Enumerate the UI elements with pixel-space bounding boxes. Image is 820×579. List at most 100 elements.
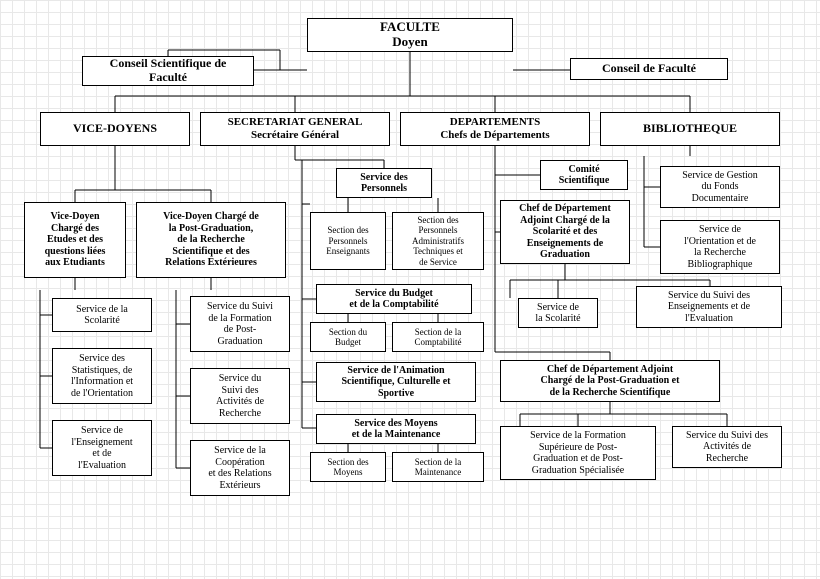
node-sec_pers_ens: Section desPersonnelsEnseignants	[310, 212, 386, 270]
node-depts-line: DEPARTEMENTS	[450, 116, 540, 129]
node-vice_doyens: VICE-DOYENS	[40, 112, 190, 146]
node-chef_grad-line: Adjoint Chargé de la	[520, 215, 610, 227]
node-vd_etud-line: Etudes et des	[47, 234, 103, 246]
node-vd_pg: Vice-Doyen Chargé dela Post-Graduation,d…	[136, 202, 286, 278]
node-chef_grad-line: Chef de Département	[519, 203, 611, 215]
node-sec_pers_ens-line: Section des	[327, 225, 368, 235]
node-svc_stats-line: Statistiques, de	[72, 365, 133, 377]
node-conseil_sci-line: Conseil Scientifique de	[110, 57, 227, 71]
node-svc_moyens-line: Service des Moyens	[354, 418, 437, 430]
node-svc_budget: Service du Budgetet de la Comptabilité	[316, 284, 472, 314]
node-d_svc_scol: Service dela Scolarité	[518, 298, 598, 328]
node-chef_grad-line: Enseignements de	[527, 238, 603, 250]
node-chef_pg-line: de la Recherche Scientifique	[550, 387, 671, 399]
node-b_orient-line: la Recherche	[694, 247, 746, 259]
node-conseil_sci-line: Faculté	[149, 71, 187, 85]
node-sec_pers_adm-line: Techniques et	[413, 246, 463, 256]
node-conseil_fac-line: Conseil de Faculté	[602, 62, 696, 76]
node-svc_act_rech-line: Activités de	[216, 396, 264, 408]
node-chef_pg-line: Chargé de la Post-Graduation et	[541, 375, 680, 387]
node-svc_ens: Service del'Enseignementet del'Evaluatio…	[52, 420, 152, 476]
node-svc_form_pg-line: Supérieure de Post-	[539, 442, 617, 454]
node-svc_act_rech-line: Suivi des	[222, 385, 259, 397]
node-sec_moyens: Section desMoyens	[310, 452, 386, 482]
node-svc_moyens: Service des Moyenset de la Maintenance	[316, 414, 476, 444]
node-biblio: BIBLIOTHEQUE	[600, 112, 780, 146]
node-svc_act_rech-line: Recherche	[219, 408, 261, 420]
node-svc_pers_hdr-line: Personnels	[361, 183, 407, 195]
node-svc_scol-line: Scolarité	[84, 315, 120, 327]
node-sec_pers_adm-line: Personnels	[419, 225, 458, 235]
node-svc_pers_hdr-line: Service des	[360, 172, 408, 184]
node-b_orient-line: l'Orientation et de	[684, 236, 756, 248]
node-svc_suivi_pg-line: Graduation	[218, 336, 263, 348]
node-svc_ens-line: Service de	[81, 425, 123, 437]
node-b_fonds: Service de Gestiondu FondsDocumentaire	[660, 166, 780, 208]
node-svc_form_pg-line: Service de la Formation	[530, 430, 626, 442]
node-conseil_fac: Conseil de Faculté	[570, 58, 728, 80]
node-sec_compta-line: Section de la	[415, 327, 462, 337]
node-svc_budget-line: Service du Budget	[355, 288, 433, 300]
node-chef_grad-line: Scolarité et des	[533, 226, 597, 238]
node-svc_anim-line: Scientifique, Culturelle et	[342, 376, 451, 388]
node-vd_pg-line: de la Recherche	[177, 234, 245, 246]
node-chef_grad-line: Graduation	[540, 249, 590, 261]
node-svc_suivi_pg-line: Service du Suivi	[207, 301, 273, 313]
node-sec_budget-line: Budget	[335, 337, 361, 347]
node-svc_act_r2-line: Service du Suivi des	[686, 430, 768, 442]
node-b_fonds-line: Documentaire	[692, 193, 749, 205]
node-b_fonds-line: du Fonds	[702, 181, 739, 193]
node-vd_pg-line: la Post-Graduation,	[169, 223, 253, 235]
node-svc_act_r2: Service du Suivi desActivités deRecherch…	[672, 426, 782, 468]
node-secgen: SECRETARIAT GENERALSecrétaire Général	[200, 112, 390, 146]
node-svc_pers_hdr: Service desPersonnels	[336, 168, 432, 198]
node-depts-line: Chefs de Départements	[440, 129, 549, 142]
node-sec_pers_adm-line: Administratifs	[412, 236, 464, 246]
node-sec_compta-line: Comptabilité	[415, 337, 462, 347]
node-secgen-line: Secrétaire Général	[251, 129, 339, 142]
node-vd_etud-line: Vice-Doyen	[50, 211, 99, 223]
node-d_svc_ens: Service du Suivi desEnseignements et del…	[636, 286, 782, 328]
node-b_orient-line: Bibliographique	[688, 259, 753, 271]
node-svc_coop-line: et des Relations	[208, 468, 271, 480]
node-svc_coop-line: Coopération	[215, 457, 264, 469]
node-svc_ens-line: l'Evaluation	[78, 460, 126, 472]
node-sec_pers_adm-line: de Service	[419, 257, 457, 267]
node-vd_etud-line: aux Etudiants	[45, 257, 105, 269]
node-svc_stats: Service desStatistiques, del'Information…	[52, 348, 152, 404]
node-sec_budget-line: Section du	[329, 327, 367, 337]
node-b_fonds-line: Service de Gestion	[682, 170, 758, 182]
node-svc_stats-line: Service des	[79, 353, 125, 365]
node-sec_maint: Section de laMaintenance	[392, 452, 484, 482]
node-svc_suivi_pg-line: de la Formation	[208, 313, 271, 325]
node-svc_anim: Service de l'AnimationScientifique, Cult…	[316, 362, 476, 402]
node-chef_pg-line: Chef de Département Adjoint	[547, 364, 673, 376]
node-svc_coop-line: Extérieurs	[219, 480, 260, 492]
node-d_svc_ens-line: Service du Suivi des	[668, 290, 750, 302]
node-sec_moyens-line: Moyens	[334, 467, 363, 477]
node-sec_compta: Section de laComptabilité	[392, 322, 484, 352]
node-svc_stats-line: l'Information et	[71, 376, 133, 388]
node-sec_moyens-line: Section des	[327, 457, 368, 467]
node-vd_pg-line: Scientifique et des	[172, 246, 249, 258]
node-svc_coop-line: Service de la	[214, 445, 266, 457]
node-root: FACULTEDoyen	[307, 18, 513, 52]
node-svc_scol: Service de laScolarité	[52, 298, 152, 332]
node-sec_maint-line: Maintenance	[415, 467, 461, 477]
node-svc_act_rech: Service duSuivi desActivités deRecherche	[190, 368, 290, 424]
node-sec_pers_adm-line: Section des	[417, 215, 458, 225]
node-comite_sci: ComitéScientifique	[540, 160, 628, 190]
node-vice_doyens-line: VICE-DOYENS	[73, 122, 157, 136]
node-comite_sci-line: Comité	[568, 164, 599, 176]
node-svc_scol-line: Service de la	[76, 304, 128, 316]
node-comite_sci-line: Scientifique	[559, 175, 610, 187]
node-svc_form_pg-line: Graduation et de Post-	[533, 453, 623, 465]
node-chef_grad: Chef de DépartementAdjoint Chargé de laS…	[500, 200, 630, 264]
node-svc_suivi_pg: Service du Suivide la Formationde Post-G…	[190, 296, 290, 352]
node-vd_etud: Vice-DoyenChargé desEtudes et desquestio…	[24, 202, 126, 278]
node-svc_ens-line: l'Enseignement	[71, 437, 132, 449]
node-conseil_sci: Conseil Scientifique deFaculté	[82, 56, 254, 86]
node-svc_ens-line: et de	[92, 448, 111, 460]
node-sec_pers_ens-line: Enseignants	[326, 246, 370, 256]
node-sec_pers_adm: Section desPersonnelsAdministratifsTechn…	[392, 212, 484, 270]
